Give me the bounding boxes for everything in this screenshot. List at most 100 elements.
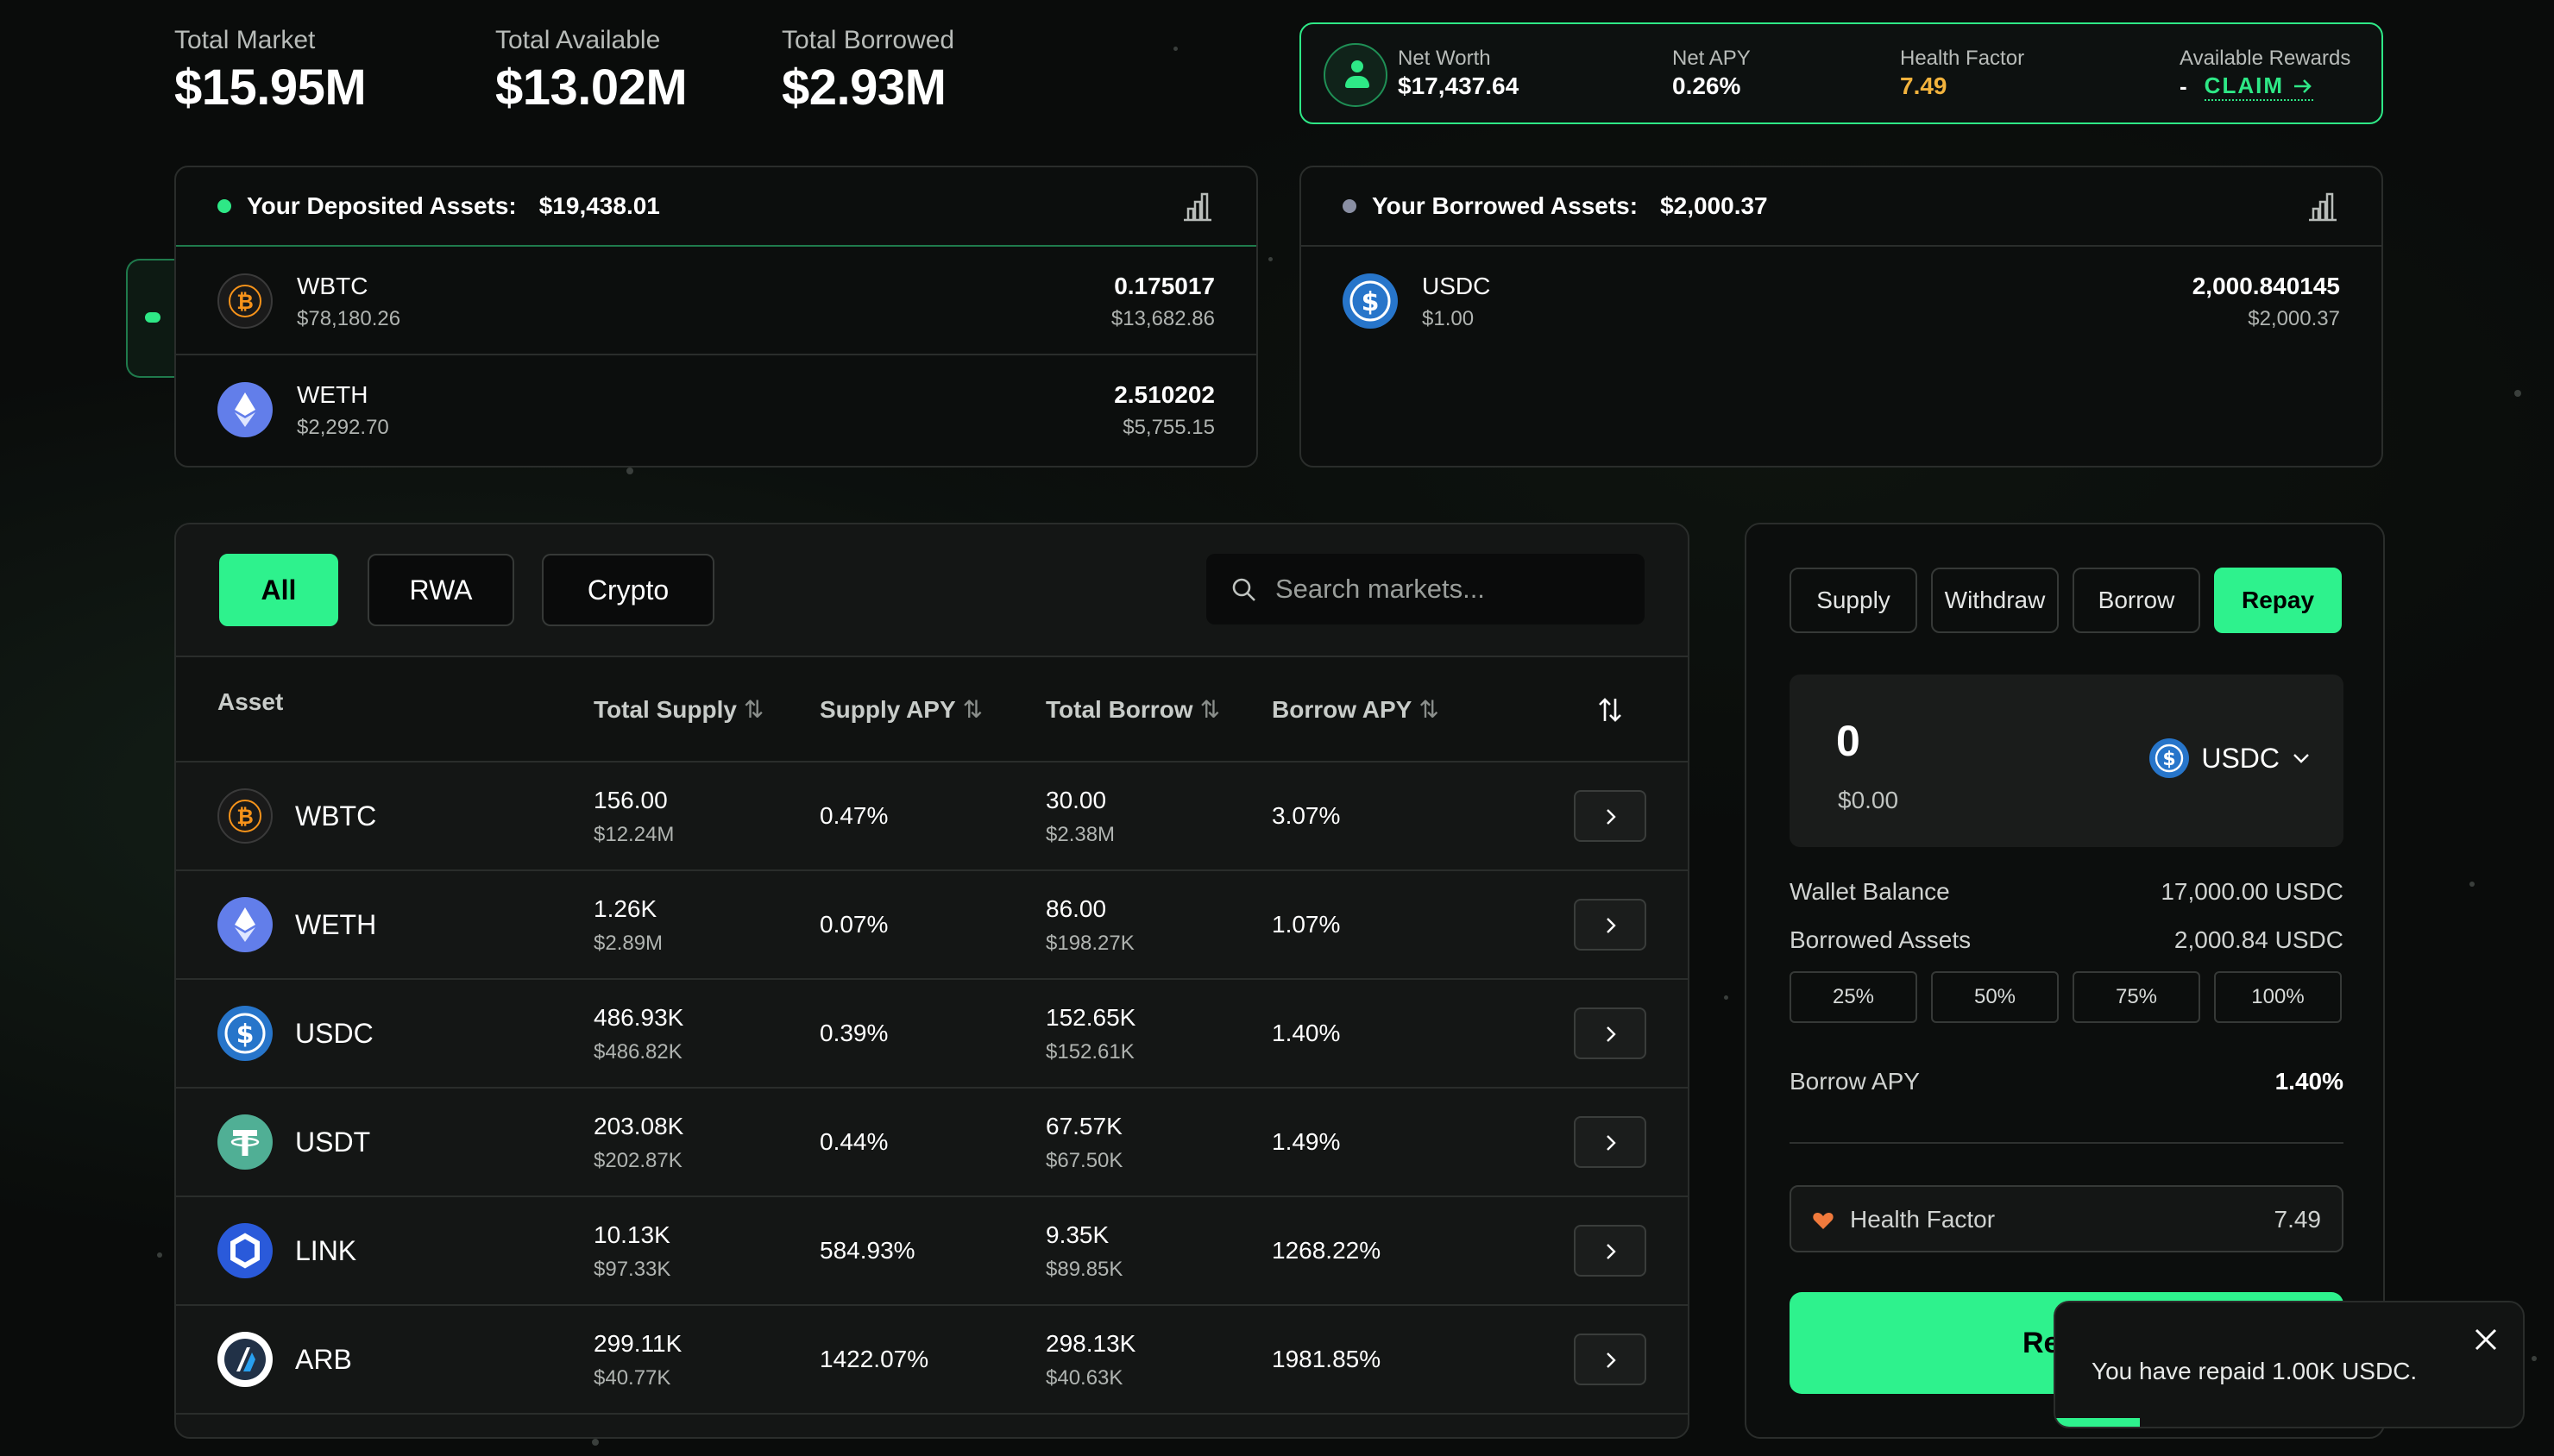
stat-total-borrowed: Total Borrowed $2.93M [782, 26, 954, 116]
chevron-down-icon [2293, 754, 2309, 763]
total-borrow: 9.35K [1046, 1221, 1110, 1248]
supply-apy: 0.07% [820, 911, 889, 938]
background-dot [1173, 47, 1178, 51]
svg-text:$: $ [1362, 287, 1380, 317]
usdt-icon [217, 1114, 273, 1170]
tab-borrow[interactable]: Borrow [2073, 568, 2200, 633]
stat-label: Total Borrowed [782, 26, 955, 54]
row-details-button[interactable] [1574, 899, 1646, 951]
deposited-asset-row[interactable]: WETH $2,292.70 2.510202 $5,755.15 [176, 355, 1256, 464]
percent-100-button[interactable]: 100% [2214, 971, 2342, 1023]
amount-usd: $0.00 [1838, 787, 1899, 813]
borrowed-asset-row[interactable]: $ USDC $1.00 2,000.840145 $2,000.37 [1301, 247, 2381, 355]
total-supply: 10.13K [594, 1221, 670, 1248]
total-supply-usd: $202.87K [594, 1149, 683, 1172]
link-icon [217, 1223, 273, 1278]
tab-supply[interactable]: Supply [1790, 568, 1917, 633]
user-icon[interactable] [1324, 43, 1387, 107]
borrowed-title: Your Borrowed Assets: [1372, 192, 1639, 219]
eth-icon [217, 897, 273, 952]
deposited-title: Your Deposited Assets: [247, 192, 517, 219]
column-total-borrow[interactable]: Total Borrow ⇅ [1046, 695, 1220, 724]
table-row[interactable]: ₿ WBTC 156.00 $12.24M 0.47% 30.00 $2.38M… [176, 763, 1688, 871]
sort-icon: ⇅ [743, 696, 764, 723]
borrowed-assets-label: Borrowed Assets [1790, 926, 1972, 953]
table-row[interactable]: USDT 203.08K $202.87K 0.44% 67.57K $67.5… [176, 1089, 1688, 1197]
table-row[interactable]: ARB 299.11K $40.77K 1422.07% 298.13K $40… [176, 1306, 1688, 1415]
filter-rwa[interactable]: RWA [368, 554, 514, 626]
asset-name: ARB [295, 1344, 352, 1375]
supply-apy: 1422.07% [820, 1346, 929, 1372]
asset-price: $1.00 [1422, 307, 1475, 330]
column-total-supply[interactable]: Total Supply ⇅ [594, 695, 764, 724]
claim-button[interactable]: CLAIM [2204, 72, 2313, 101]
toast-message: You have repaid 1.00K USDC. [2092, 1358, 2418, 1384]
wallet-balance-label: Wallet Balance [1790, 878, 1950, 905]
btc-icon: ₿ [217, 273, 273, 329]
chevron-right-icon [1607, 1244, 1616, 1259]
percent-75-button[interactable]: 75% [2073, 971, 2200, 1023]
row-details-button[interactable] [1574, 1334, 1646, 1385]
heart-icon [1813, 1213, 1834, 1229]
table-row[interactable]: LINK 10.13K $97.33K 584.93% 9.35K $89.85… [176, 1197, 1688, 1306]
asset-amount: 2,000.840145 [2192, 273, 2340, 299]
amount-input-box[interactable]: 0 $0.00 $ USDC [1790, 675, 2343, 847]
stat-total-market: Total Market $15.95M [174, 26, 367, 116]
row-details-button[interactable] [1574, 1225, 1646, 1277]
tab-repay[interactable]: Repay [2214, 568, 2342, 633]
bar-chart-icon[interactable] [2306, 190, 2340, 223]
table-row[interactable]: WETH 1.26K $2.89M 0.07% 86.00 $198.27K 1… [176, 871, 1688, 980]
chevron-right-icon [1607, 1026, 1616, 1042]
deposited-asset-row[interactable]: ₿ WBTC $78,180.26 0.175017 $13,682.86 [176, 247, 1256, 355]
net-apy: Net APY 0.26% [1672, 47, 1751, 100]
claim-label: CLAIM [2204, 72, 2284, 98]
asset-name: WBTC [297, 273, 368, 299]
column-label: Supply APY [820, 696, 956, 723]
background-dot [157, 1252, 162, 1258]
row-details-button[interactable] [1574, 790, 1646, 842]
token-selector[interactable]: $ USDC [2149, 738, 2311, 778]
search-input[interactable] [1206, 554, 1645, 624]
total-supply: 1.26K [594, 895, 657, 922]
column-label: Total Borrow [1046, 696, 1193, 723]
column-label: Borrow APY [1272, 696, 1412, 723]
stat-label: Total Market [174, 26, 316, 54]
arb-icon [217, 1332, 273, 1387]
net-worth-value: $17,437.64 [1398, 72, 1519, 99]
row-details-button[interactable] [1574, 1116, 1646, 1168]
deposited-assets-card: Your Deposited Assets: $19,438.01 ₿ WBTC… [174, 166, 1258, 468]
sort-icon: ⇅ [1419, 696, 1439, 723]
borrow-apy-label: Borrow APY [1790, 1068, 1920, 1095]
usdc-icon: $ [1343, 273, 1398, 329]
close-icon[interactable] [2471, 1325, 2501, 1354]
side-toggle-tab[interactable] [126, 259, 178, 378]
health-factor-value: 7.49 [1900, 72, 1947, 99]
borrow-apy-value: 1.40% [2274, 1068, 2343, 1095]
filter-crypto[interactable]: Crypto [542, 554, 714, 626]
sort-toggle-icon[interactable] [1596, 695, 1624, 725]
total-supply-usd: $2.89M [594, 932, 664, 955]
filter-all[interactable]: All [219, 554, 338, 626]
background-dot [1268, 257, 1273, 261]
borrowed-header: Your Borrowed Assets: $2,000.37 [1301, 167, 2381, 247]
total-supply-usd: $40.77K [594, 1366, 671, 1390]
column-label: Total Supply [594, 696, 737, 723]
asset-name: USDC [295, 1018, 374, 1049]
tab-withdraw[interactable]: Withdraw [1931, 568, 2059, 633]
total-supply: 203.08K [594, 1113, 684, 1139]
amount-input[interactable]: 0 [1836, 717, 1860, 765]
percent-50-button[interactable]: 50% [1931, 971, 2059, 1023]
row-details-button[interactable] [1574, 1007, 1646, 1059]
action-panel: Supply Withdraw Borrow Repay 0 $0.00 $ U… [1745, 523, 2385, 1439]
asset-name: WETH [297, 381, 368, 408]
health-factor: Health Factor 7.49 [1900, 47, 2024, 100]
column-borrow-apy[interactable]: Borrow APY ⇅ [1272, 695, 1439, 724]
percent-25-button[interactable]: 25% [1790, 971, 1917, 1023]
btc-icon: ₿ [217, 788, 273, 844]
column-supply-apy[interactable]: Supply APY ⇅ [820, 695, 983, 724]
table-row[interactable]: $ USDC 486.93K $486.82K 0.39% 152.65K $1… [176, 980, 1688, 1089]
rewards-row: - CLAIM [2180, 72, 2350, 101]
bar-chart-icon[interactable] [1180, 190, 1215, 223]
toast-progress-bar [2055, 1418, 2140, 1427]
usdc-icon: $ [217, 1006, 273, 1061]
